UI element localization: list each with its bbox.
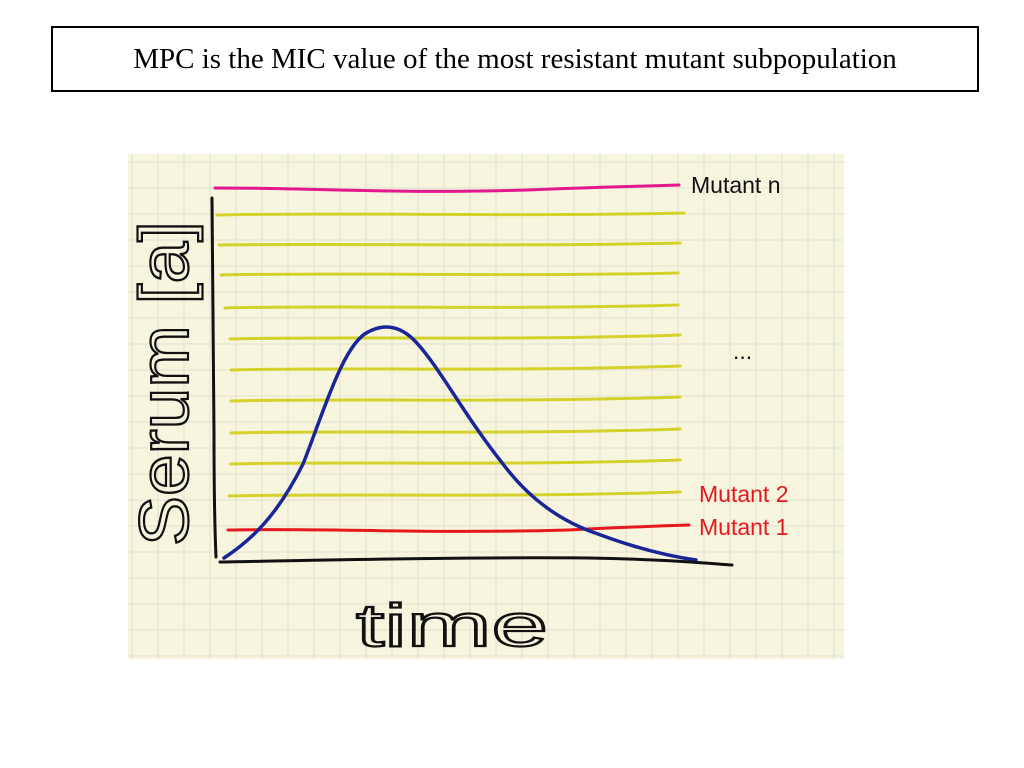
- x-axis-label: time: [356, 592, 548, 659]
- title-box: MPC is the MIC value of the most resista…: [51, 26, 979, 92]
- mutant-line: [215, 211, 686, 217]
- grid-lines: [128, 154, 844, 659]
- mutant-line: [229, 427, 682, 435]
- serum-concentration-curve: [222, 325, 698, 562]
- diagram-canvas: Serum [a] time: [128, 154, 844, 659]
- mutant-line: [229, 458, 682, 466]
- concentration-diagram: Serum [a] time Mutant n ... Mutant 2 Mut…: [128, 154, 844, 659]
- y-axis: [210, 196, 218, 559]
- mutant-1-line: [226, 523, 691, 533]
- intermediate-mutant-lines: [215, 211, 686, 498]
- mutant-line: [229, 364, 682, 372]
- mutant-2-label: Mutant 2: [699, 481, 789, 507]
- mutant-line: [227, 490, 682, 498]
- y-axis-label: Serum [a]: [128, 221, 203, 546]
- slide-title: MPC is the MIC value of the most resista…: [133, 42, 897, 75]
- mutant-n-line: [213, 183, 681, 193]
- mutant-line: [217, 241, 682, 247]
- mutant-line: [219, 271, 680, 277]
- mutant-line: [228, 333, 682, 341]
- mutant-line: [223, 303, 680, 310]
- mutant-n-label: Mutant n: [691, 172, 781, 198]
- mutant-1-label: Mutant 1: [699, 514, 789, 540]
- x-axis: [218, 556, 734, 567]
- paper-background: [128, 154, 844, 659]
- mutant-line: [229, 395, 682, 403]
- ellipsis-label: ...: [733, 338, 753, 364]
